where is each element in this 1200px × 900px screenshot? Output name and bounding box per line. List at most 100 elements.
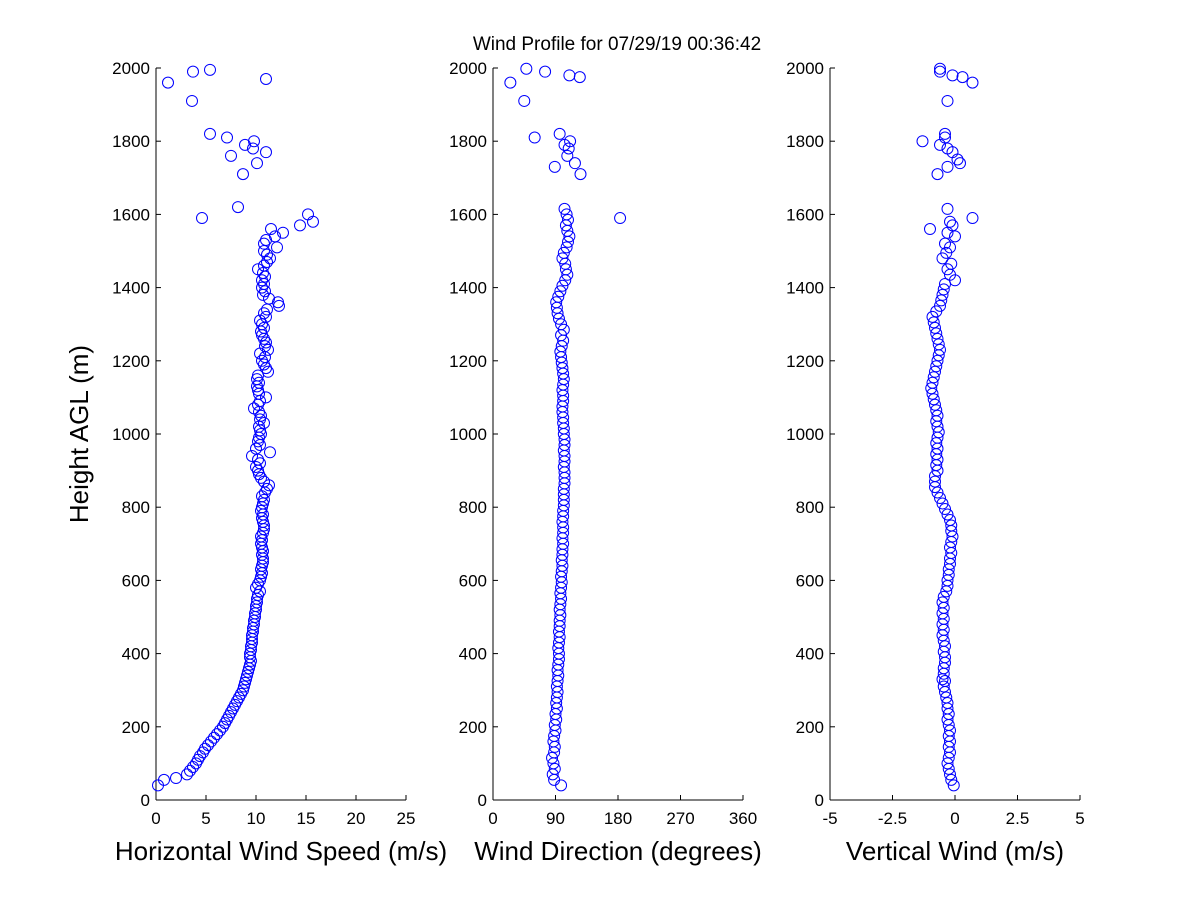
y-tick-label: 1600 — [449, 205, 487, 224]
data-point — [934, 62, 946, 75]
data-point — [951, 153, 964, 166]
data-point — [939, 237, 951, 250]
y-tick-label: 1400 — [786, 279, 824, 298]
data-point — [562, 213, 574, 226]
data-point — [256, 354, 268, 367]
y-tick-label: 400 — [796, 645, 824, 664]
data-point — [935, 294, 948, 307]
data-point — [944, 215, 956, 228]
data-point — [253, 468, 265, 481]
data-point — [204, 127, 216, 140]
data-point — [941, 160, 954, 173]
data-point — [568, 157, 581, 170]
data-point — [242, 665, 254, 678]
data-point — [186, 94, 198, 107]
data-point — [548, 762, 561, 775]
data-point — [558, 202, 571, 215]
x-tick-label: 360 — [729, 809, 757, 828]
data-point — [931, 409, 944, 422]
y-tick-label: 2000 — [449, 59, 487, 78]
data-point — [225, 149, 237, 162]
data-point — [263, 292, 275, 305]
x-tick-label: -2.5 — [878, 809, 907, 828]
data-point — [941, 757, 954, 770]
data-point — [939, 675, 951, 688]
x-tick-label: -5 — [822, 809, 837, 828]
panel-vertical: 0 200 400 600 800 1000 1200 1400 1600 1800 2000 -5 -… — [786, 59, 1085, 866]
data-point — [939, 640, 951, 653]
data-point — [934, 492, 946, 505]
y-tick-label: 800 — [796, 498, 824, 517]
panel-speed: 0 200 400 600 800 1000 1200 1400 1600 1800 2000 0 5 1… — [64, 59, 447, 866]
data-point — [302, 208, 314, 221]
data-point — [248, 135, 260, 148]
data-point — [253, 387, 265, 400]
x-tick-label: 5 — [1075, 809, 1084, 828]
data-point — [557, 323, 570, 336]
data-point — [936, 288, 949, 301]
data-point — [931, 486, 944, 499]
data-point — [946, 219, 959, 232]
data-point — [554, 345, 567, 358]
x-tick-label: 270 — [666, 809, 694, 828]
y-tick-label: 400 — [122, 645, 150, 664]
data-point — [930, 404, 943, 417]
data-point — [946, 69, 959, 82]
data-point — [241, 669, 253, 682]
y-tick-label: 1800 — [449, 132, 487, 151]
data-point — [243, 662, 255, 675]
data-point — [954, 157, 966, 170]
data-point — [504, 76, 517, 89]
data-point — [936, 497, 949, 510]
data-point — [944, 724, 956, 737]
data-point — [204, 63, 216, 76]
y-tick-label: 800 — [459, 498, 487, 517]
x-tick-label: 25 — [397, 809, 416, 828]
data-point — [271, 241, 283, 254]
data-point — [934, 343, 946, 356]
data-point — [560, 208, 573, 221]
data-point — [248, 402, 260, 415]
data-point — [939, 127, 951, 140]
data-point — [261, 303, 273, 316]
data-point — [939, 131, 951, 144]
data-point — [927, 371, 940, 384]
y-tick-label: 1600 — [786, 205, 824, 224]
data-point — [247, 142, 259, 155]
data-point — [945, 519, 958, 532]
data-point — [260, 391, 272, 404]
data-point — [552, 290, 565, 303]
data-point — [250, 460, 262, 473]
data-point — [199, 742, 211, 755]
x-axis-title: Horizontal Wind Speed (m/s) — [115, 836, 447, 866]
y-tick-label: 1400 — [449, 279, 487, 298]
y-tick-label: 1800 — [112, 132, 150, 151]
x-tick-label: 10 — [247, 809, 266, 828]
data-point — [554, 285, 567, 298]
data-point — [264, 446, 276, 459]
data-point — [255, 504, 267, 517]
y-tick-label: 1200 — [112, 352, 150, 371]
data-point — [944, 514, 956, 527]
data-point — [945, 257, 958, 270]
data-point — [256, 274, 268, 287]
data-point — [294, 219, 306, 232]
data-point — [930, 360, 943, 373]
data-point — [926, 376, 939, 389]
data-point — [556, 252, 569, 265]
data-point — [162, 76, 174, 89]
y-tick-label: 1200 — [449, 352, 487, 371]
data-point — [937, 590, 950, 603]
figure-title: Wind Profile for 07/29/19 00:36:42 — [473, 34, 761, 55]
y-tick-label: 200 — [122, 718, 150, 737]
data-point — [528, 131, 541, 144]
data-point — [208, 731, 220, 744]
data-point — [929, 365, 941, 378]
data-point — [202, 739, 214, 752]
data-point — [252, 453, 264, 466]
data-point — [184, 764, 196, 777]
data-point — [255, 428, 267, 440]
data-point — [934, 299, 946, 312]
y-tick-label: 2000 — [786, 59, 824, 78]
data-point — [252, 435, 264, 448]
